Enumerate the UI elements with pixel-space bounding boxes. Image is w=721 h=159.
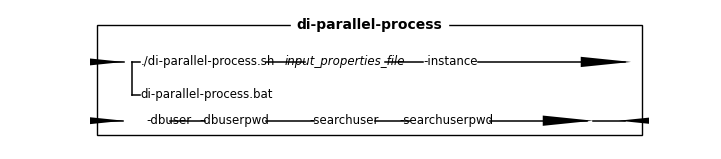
Text: -dbuser: -dbuser [146, 114, 191, 127]
Polygon shape [619, 116, 669, 126]
Polygon shape [62, 57, 112, 67]
Polygon shape [74, 116, 124, 126]
Text: -instance: -instance [423, 55, 478, 68]
Text: -searchuserpwd: -searchuserpwd [399, 114, 494, 127]
Text: di-parallel-process.bat: di-parallel-process.bat [141, 89, 273, 101]
Polygon shape [580, 57, 631, 67]
Text: di-parallel-process: di-parallel-process [296, 18, 443, 32]
Polygon shape [74, 57, 124, 67]
Text: -dbuserpwd: -dbuserpwd [199, 114, 269, 127]
Text: -searchuser: -searchuser [309, 114, 379, 127]
Text: input_properties_file: input_properties_file [284, 55, 404, 68]
Text: ./di-parallel-process.sh: ./di-parallel-process.sh [141, 55, 275, 68]
Polygon shape [543, 116, 593, 126]
